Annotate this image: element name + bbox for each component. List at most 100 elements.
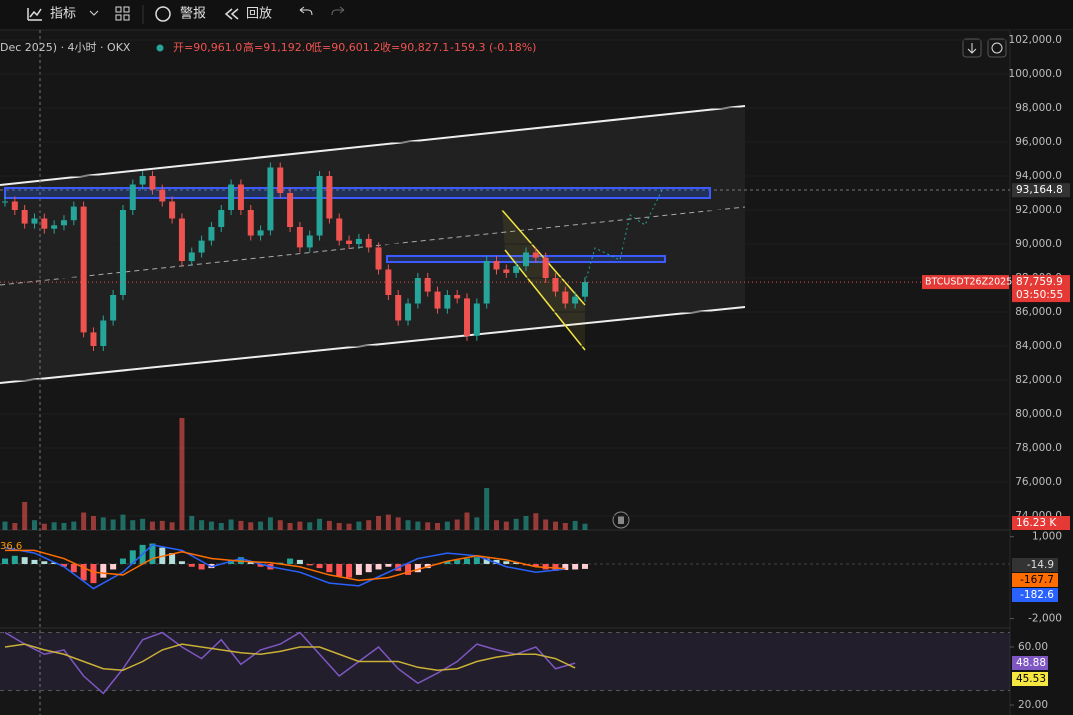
volume-bar <box>552 521 558 530</box>
y-tick-label: 20.00 <box>1018 699 1048 711</box>
candle <box>41 218 48 229</box>
candle <box>287 193 294 227</box>
legend-high: 高=91,192.0 <box>243 40 312 54</box>
redo[interactable] <box>331 6 345 16</box>
candle <box>257 230 264 236</box>
layouts-button[interactable] <box>115 6 130 21</box>
rsi-ma-line <box>4 643 576 671</box>
channel-mid <box>0 206 746 286</box>
rsi-value: 45.53 <box>1016 673 1046 685</box>
macd-bar <box>31 559 38 564</box>
candle <box>247 210 254 236</box>
y-tick-label: 100,000.0 <box>1009 68 1062 80</box>
macd-value: -14.9 <box>1027 559 1054 571</box>
rsi-band <box>0 632 1010 691</box>
y-tick-label: 1,000 <box>1032 531 1062 543</box>
macd-bar <box>21 557 28 564</box>
macd-bar <box>503 561 510 564</box>
candle <box>483 261 490 304</box>
toolbar-replay[interactable]: 回放 <box>224 7 272 22</box>
volume-bar <box>22 502 28 530</box>
contract-label: BTCUSDT26Z2025 <box>925 277 1012 288</box>
fullscreen-button[interactable] <box>987 38 1007 58</box>
volume-bar <box>572 520 578 530</box>
y-tick-label: -2,000 <box>1028 613 1062 625</box>
volume-bar <box>562 523 568 530</box>
undo[interactable] <box>299 6 313 16</box>
y-tick-label: 94,000.0 <box>1015 170 1062 182</box>
macd-value-box <box>1012 573 1058 587</box>
volume-bar <box>543 519 549 530</box>
candle <box>159 189 166 202</box>
candle <box>513 266 520 273</box>
candle <box>375 247 382 270</box>
macd-bar <box>581 564 588 569</box>
macd-bar <box>70 564 77 573</box>
volume-bar <box>366 520 372 530</box>
toolbar <box>0 0 1073 30</box>
candle <box>31 218 38 224</box>
volume-bar <box>218 523 224 530</box>
macd-value-box <box>1012 558 1058 572</box>
y-tick-label: 98,000.0 <box>1015 102 1062 114</box>
y-tick-label: 60.00 <box>1018 641 1048 653</box>
macd-bar <box>80 564 87 581</box>
macd-bar <box>51 562 58 564</box>
candle <box>395 295 402 321</box>
volume-bar <box>140 518 146 530</box>
volume-bar <box>238 520 244 530</box>
y-tick-label: 84,000.0 <box>1015 340 1062 352</box>
projection <box>584 189 663 284</box>
replay-marker[interactable] <box>612 511 630 529</box>
zone-box[interactable] <box>4 187 711 199</box>
macd-bar <box>316 564 323 569</box>
macd-bar <box>178 561 185 564</box>
candle <box>178 218 185 261</box>
candle <box>228 184 235 210</box>
volume-bar <box>51 522 57 530</box>
candle <box>237 184 244 210</box>
volume-bar <box>71 521 77 530</box>
volume-bar <box>297 521 303 530</box>
macd-bar <box>198 564 205 570</box>
macd-bar <box>493 559 500 564</box>
toolbar-alerts[interactable]: 警报 <box>155 6 206 22</box>
macd-bar <box>444 561 451 564</box>
macd-bar <box>41 561 48 564</box>
candle <box>139 176 146 185</box>
candle <box>188 252 195 261</box>
volume-bar <box>307 522 313 530</box>
contract-box <box>922 275 1009 290</box>
y-tick-label: 92,000.0 <box>1015 204 1062 216</box>
candle <box>336 218 343 241</box>
candle <box>355 238 362 244</box>
candle <box>473 303 480 336</box>
macd-bar <box>375 564 382 570</box>
candle <box>306 235 313 248</box>
channel-lower <box>0 306 746 384</box>
macd-bar <box>296 559 303 564</box>
volume-bar <box>464 512 470 530</box>
y-tick-label: 80,000.0 <box>1015 408 1062 420</box>
candle <box>346 240 353 244</box>
macd-bar <box>355 564 362 575</box>
candle <box>444 295 451 309</box>
volume-bar <box>513 518 519 530</box>
candle <box>149 176 156 190</box>
volume-bar <box>336 523 342 530</box>
candle <box>532 252 539 258</box>
legend-low: 低=90,601.2 <box>311 41 380 54</box>
volume-bar <box>356 521 362 530</box>
macd-bar <box>90 564 97 584</box>
toolbar-indicators[interactable]: 指标 <box>27 7 99 22</box>
macd-line <box>4 544 566 590</box>
candle <box>80 206 87 333</box>
macd-bar <box>247 561 254 564</box>
legend-close: 收=90,827.1 <box>380 40 449 54</box>
icon <box>27 8 42 21</box>
volume-bar <box>385 514 391 530</box>
candle <box>522 252 529 267</box>
scroll-button[interactable] <box>962 38 982 58</box>
volume-bar <box>376 516 382 530</box>
flag-fill <box>502 210 585 350</box>
